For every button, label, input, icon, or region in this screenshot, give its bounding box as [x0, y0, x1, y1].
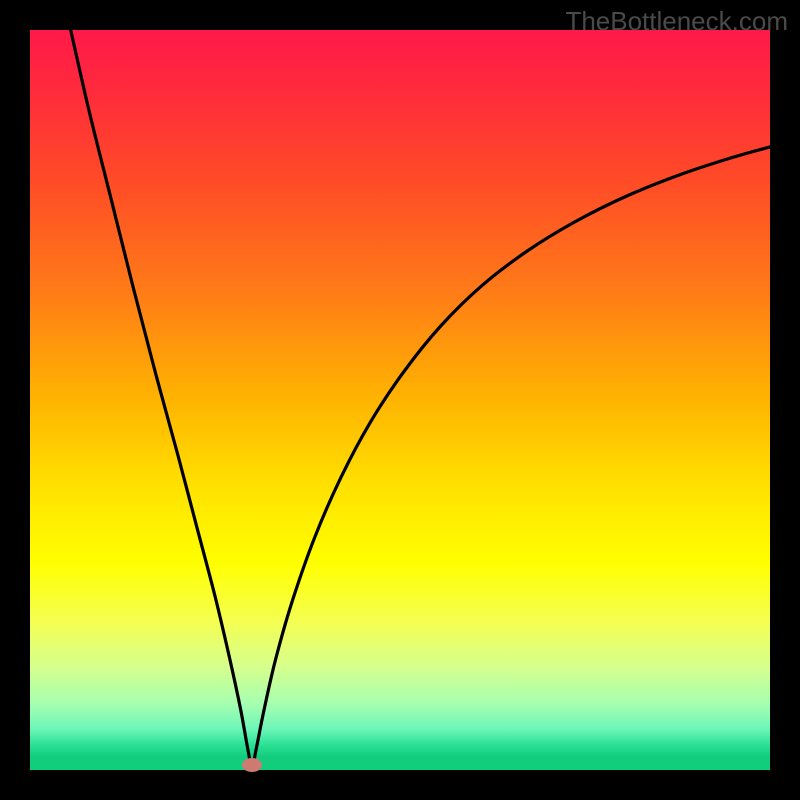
optimal-point-marker — [242, 758, 262, 772]
watermark-label: TheBottleneck.com — [565, 6, 788, 37]
chart-container: TheBottleneck.com — [0, 0, 800, 800]
bottleneck-chart — [0, 0, 800, 800]
chart-gradient-background — [30, 30, 770, 770]
